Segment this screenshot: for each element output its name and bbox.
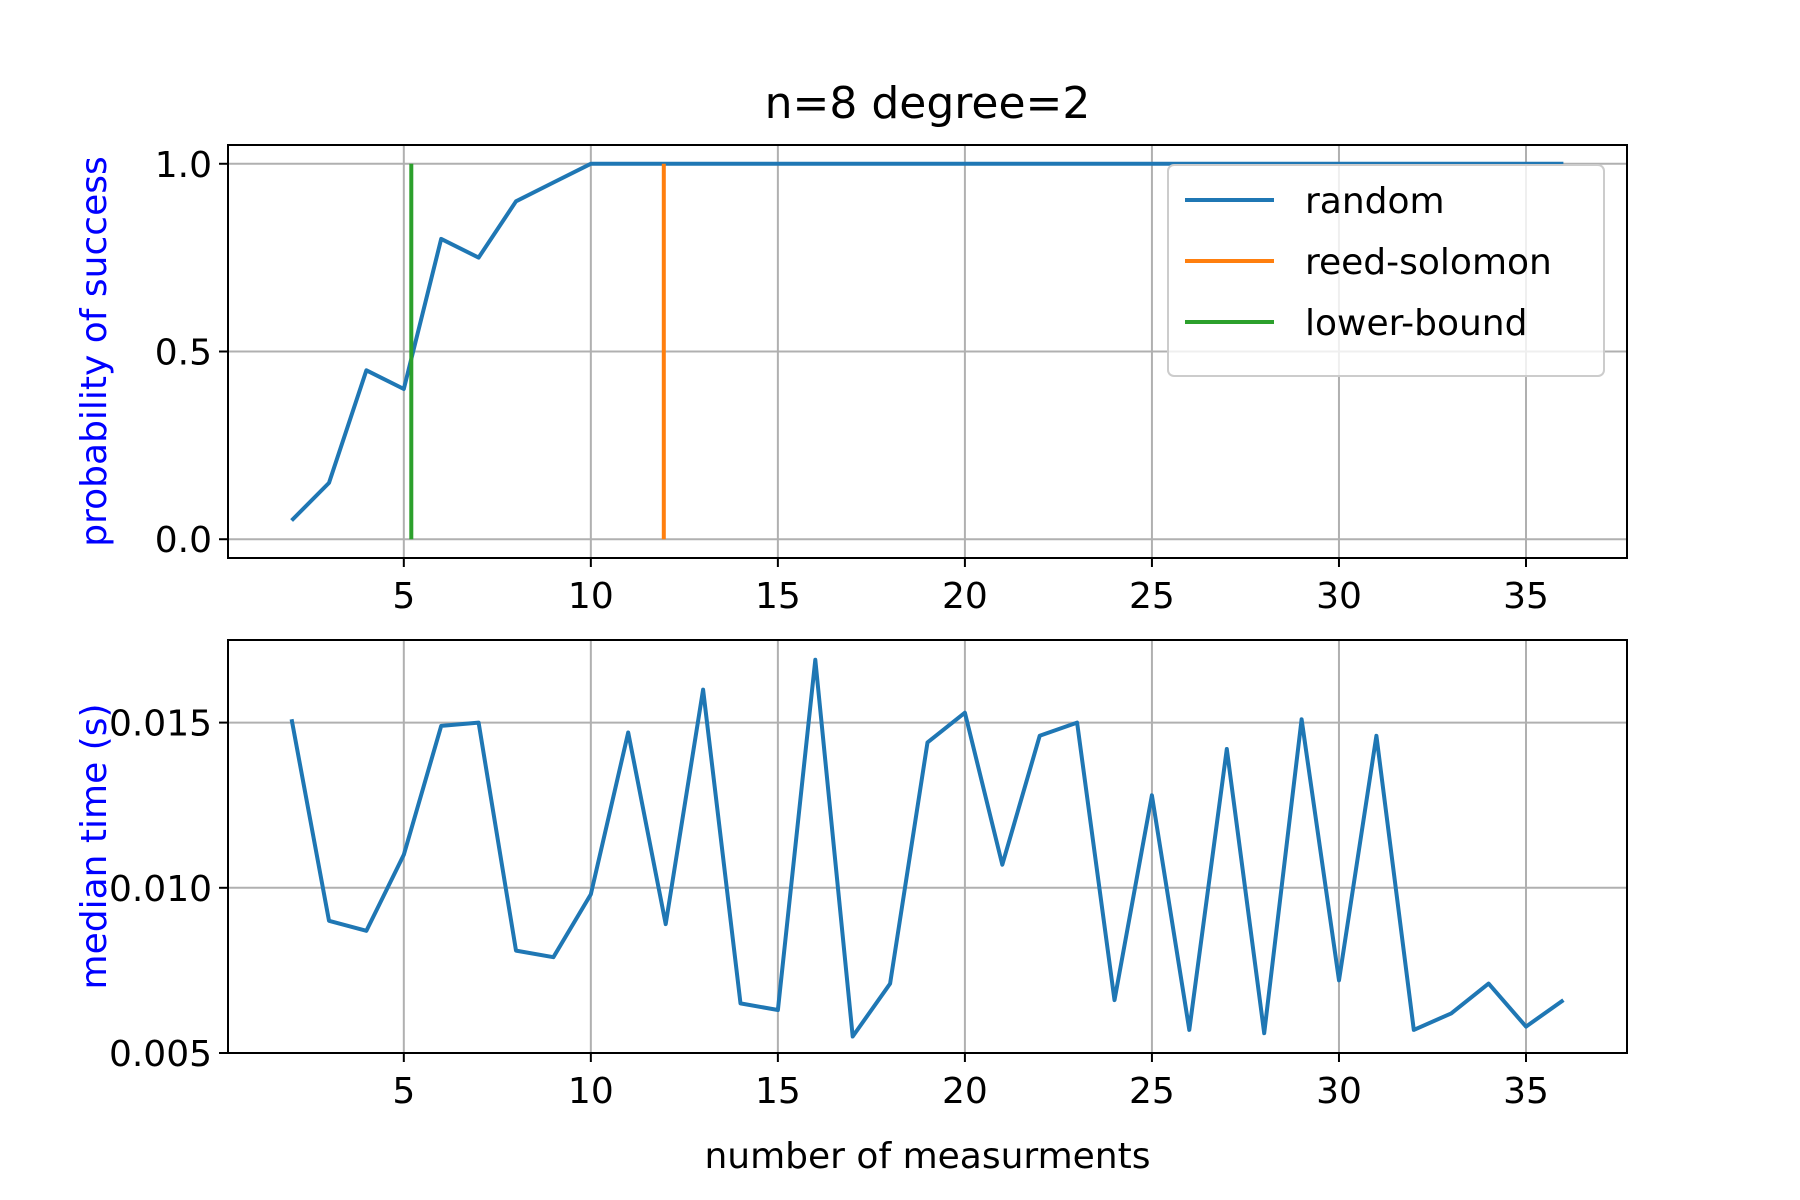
series-line-random bbox=[290, 161, 1564, 522]
y-tick-label: 0.5 bbox=[155, 333, 212, 374]
legend-box bbox=[1167, 164, 1605, 377]
y-tick-label: 0.0 bbox=[155, 520, 212, 561]
y-tick-label: 0.015 bbox=[109, 704, 212, 745]
x-tick-label: 10 bbox=[568, 576, 614, 617]
axes-frame bbox=[227, 144, 1628, 559]
x-tick-label: 35 bbox=[1503, 1071, 1549, 1112]
x-tick-label: 25 bbox=[1129, 1071, 1175, 1112]
x-tick-label: 5 bbox=[392, 1071, 415, 1112]
x-tick-label: 15 bbox=[755, 1071, 801, 1112]
y-axis-label: probability of success bbox=[74, 156, 115, 546]
x-tick-label: 30 bbox=[1316, 576, 1362, 617]
legend-label: reed-solomon bbox=[1305, 242, 1552, 283]
x-tick-label: 5 bbox=[392, 576, 415, 617]
y-tick-label: 0.010 bbox=[109, 869, 212, 910]
x-tick-label: 15 bbox=[755, 576, 801, 617]
chart-title: n=8 degree=2 bbox=[765, 78, 1091, 129]
x-tick-label: 35 bbox=[1503, 576, 1549, 617]
y-axis-label: median time (s) bbox=[74, 703, 115, 989]
success-probability-panel: 5 10 15 20 25 30 35 0.0 0.5 1.0 probability of suc… bbox=[74, 144, 1628, 617]
x-tick-label: 25 bbox=[1129, 576, 1175, 617]
x-tick-label: 30 bbox=[1316, 1071, 1362, 1112]
x-tick-label: 20 bbox=[942, 576, 988, 617]
x-tick-label: 20 bbox=[942, 1071, 988, 1112]
legend-label: lower-bound bbox=[1305, 303, 1527, 344]
x-axis-label: number of measurments bbox=[704, 1136, 1150, 1177]
y-tick-label: 0.005 bbox=[109, 1034, 212, 1075]
axes-frame bbox=[227, 639, 1628, 1054]
x-tick-label: 10 bbox=[568, 1071, 614, 1112]
legend-label: random bbox=[1305, 181, 1445, 222]
series-line bbox=[289, 657, 1565, 1039]
legend: random reed-solomon lower-bound bbox=[1167, 164, 1605, 377]
y-tick-label: 1.0 bbox=[155, 145, 212, 186]
